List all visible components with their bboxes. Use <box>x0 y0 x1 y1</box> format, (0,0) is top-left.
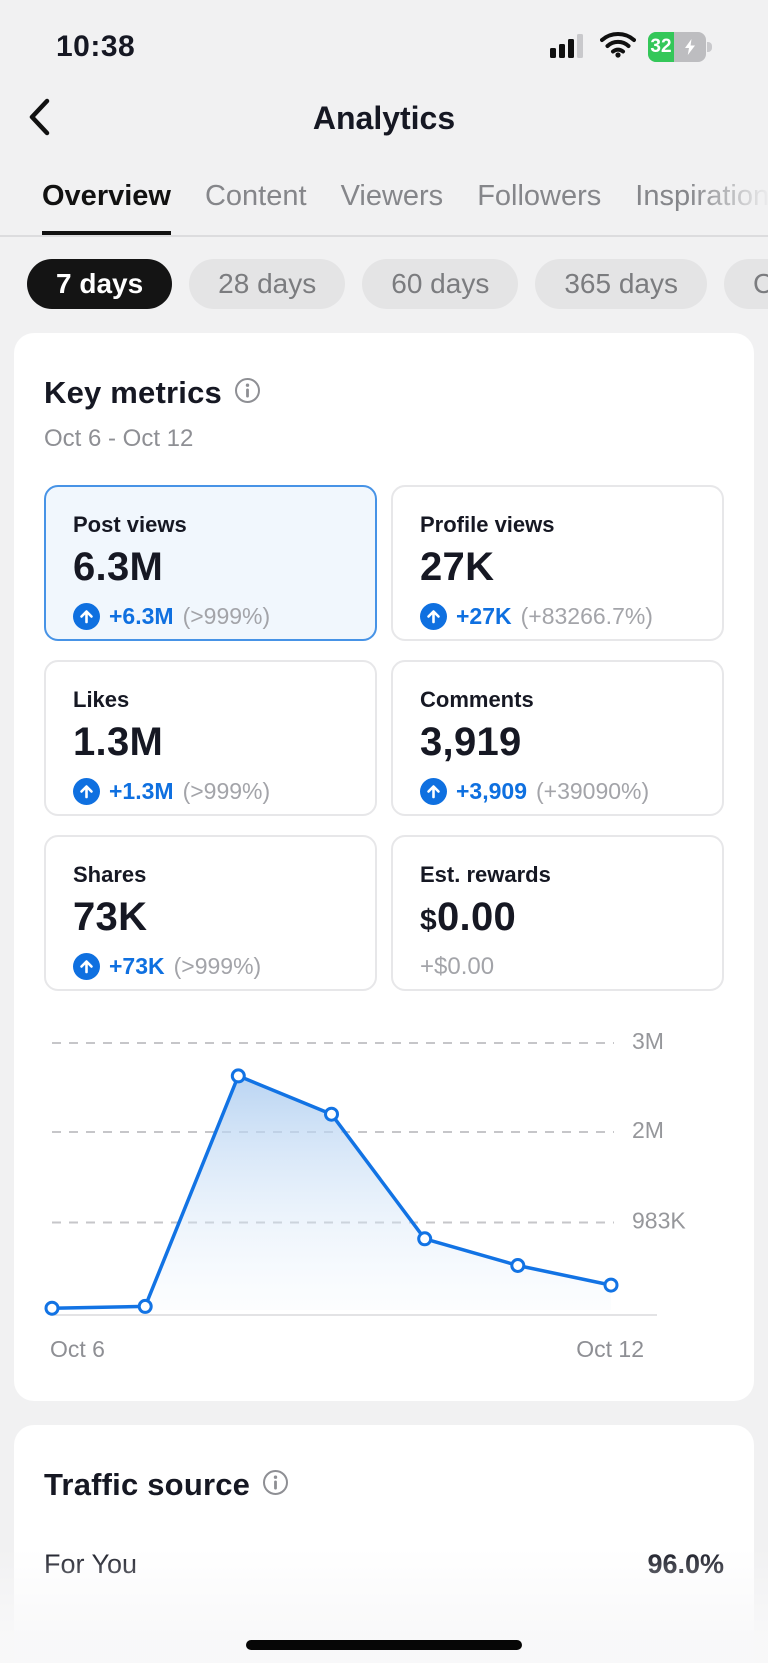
metric-label: Shares <box>73 862 147 887</box>
status-bar: 10:38 32 <box>0 0 768 80</box>
svg-text:2M: 2M <box>632 1117 664 1143</box>
metric-value: 73K <box>73 895 148 939</box>
metric-delta-pct: (+83266.7%) <box>520 603 653 629</box>
metric-label: Comments <box>420 687 534 712</box>
range-custom[interactable]: Custom <box>723 259 768 309</box>
traffic-source-title: Traffic source <box>44 1467 251 1502</box>
tab-overview[interactable]: Overview <box>42 170 171 235</box>
metric-value: $0.00 <box>420 895 517 939</box>
info-icon[interactable] <box>262 1469 289 1501</box>
range-7-days[interactable]: 7 days <box>27 259 173 309</box>
tab-inspiration[interactable]: Inspiration <box>635 170 768 235</box>
metric-tile-comments[interactable]: Comments 3,919 +3,909 (+39090%) <box>391 660 724 816</box>
traffic-source-label: For You <box>44 1549 138 1579</box>
traffic-row-for-you: For You 96.0% <box>44 1549 724 1580</box>
up-arrow-icon <box>73 603 100 630</box>
cellular-signal-icon <box>550 32 588 63</box>
chevron-left-icon <box>26 97 52 140</box>
wifi-icon <box>600 31 636 63</box>
traffic-source-card: Traffic source For You 96.0% <box>14 1425 754 1663</box>
x-axis-label-end: Oct 12 <box>576 1336 644 1362</box>
metric-tile-profile-views[interactable]: Profile views 27K +27K (+83266.7%) <box>391 485 724 641</box>
metric-value: 1.3M <box>73 720 164 764</box>
key-metrics-title: Key metrics <box>44 375 222 410</box>
battery-percent-label: 32 <box>648 32 674 62</box>
status-icons: 32 <box>550 31 714 63</box>
x-axis-label-start: Oct 6 <box>50 1336 105 1362</box>
battery-charging-icon: 32 <box>648 32 714 62</box>
up-arrow-icon <box>420 603 447 630</box>
metric-tile-grid: Post views 6.3M +6.3M (>999%) Profile vi… <box>44 485 724 991</box>
metric-delta: +6.3M <box>109 603 174 629</box>
metric-label: Est. rewards <box>420 862 551 887</box>
tab-followers[interactable]: Followers <box>477 170 601 235</box>
up-arrow-icon <box>73 953 100 980</box>
date-range-selector: 7 days 28 days 60 days 365 days Custom <box>27 259 768 309</box>
metric-value: 27K <box>420 545 495 589</box>
key-metrics-card: Key metrics Oct 6 - Oct 12 Post views 6.… <box>14 333 754 1401</box>
up-arrow-icon <box>420 778 447 805</box>
metric-tile-likes[interactable]: Likes 1.3M +1.3M (>999%) <box>44 660 377 816</box>
range-60-days[interactable]: 60 days <box>362 259 519 309</box>
metric-label: Profile views <box>420 512 555 537</box>
svg-text:983K: 983K <box>632 1208 686 1234</box>
metric-label: Likes <box>73 687 130 712</box>
metric-tile-post-views[interactable]: Post views 6.3M +6.3M (>999%) <box>44 485 377 641</box>
info-icon[interactable] <box>234 377 261 409</box>
traffic-source-value: 96.0% <box>647 1549 724 1579</box>
page-title: Analytics <box>312 99 456 136</box>
metrics-date-range: Oct 6 - Oct 12 <box>44 425 194 452</box>
metric-delta: +$0.00 <box>420 953 495 980</box>
range-365-days[interactable]: 365 days <box>535 259 707 309</box>
svg-text:3M: 3M <box>632 1028 664 1054</box>
tab-viewers[interactable]: Viewers <box>341 170 444 235</box>
metric-value: 3,919 <box>420 720 522 764</box>
metric-delta: +1.3M <box>109 778 174 804</box>
tab-content[interactable]: Content <box>205 170 307 235</box>
metric-delta-pct: (+39090%) <box>536 778 650 804</box>
metric-delta-pct: (>999%) <box>182 778 271 804</box>
tab-bar: Overview Content Viewers Followers Inspi… <box>0 156 768 237</box>
clock: 10:38 <box>56 30 136 63</box>
home-indicator[interactable] <box>246 1640 522 1650</box>
metric-delta: +3,909 <box>456 778 527 804</box>
range-28-days[interactable]: 28 days <box>189 259 346 309</box>
currency-sign: $ <box>420 904 437 937</box>
up-arrow-icon <box>73 778 100 805</box>
post-views-chart: 3M 2M 983K Oct 6 Oct 12 <box>44 1027 724 1363</box>
metric-label: Post views <box>73 512 187 537</box>
metric-delta-pct: (>999%) <box>173 953 262 979</box>
header: Analytics <box>0 80 768 156</box>
charging-bolt-icon <box>674 32 706 62</box>
back-button[interactable] <box>26 96 70 140</box>
metric-delta: +73K <box>109 953 165 979</box>
metric-delta: +27K <box>456 603 512 629</box>
metric-value: 6.3M <box>73 545 164 589</box>
metric-tile-est-rewards[interactable]: Est. rewards $0.00 +$0.00 <box>391 835 724 991</box>
metric-tile-shares[interactable]: Shares 73K +73K (>999%) <box>44 835 377 991</box>
metric-delta-pct: (>999%) <box>182 603 271 629</box>
chart-plot-area: 3M 2M 983K <box>44 1027 724 1334</box>
